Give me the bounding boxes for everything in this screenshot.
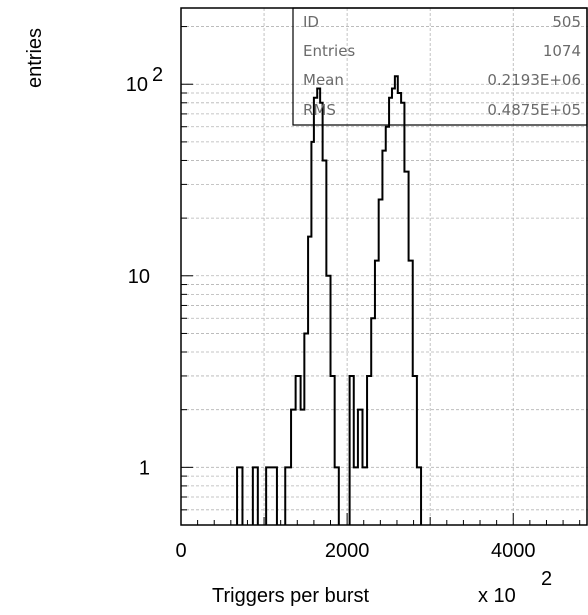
stats-entries-value: 1074: [543, 42, 581, 60]
stats-box-frame: [292, 7, 588, 126]
histogram-bins: [236, 75, 423, 525]
stats-rms-label: RMS: [303, 101, 336, 119]
y-tick-label: 1: [139, 457, 150, 479]
x-tick-label: 0: [175, 540, 186, 562]
x-tick-label: 2000: [325, 540, 370, 562]
x-axis-multiplier-exponent: 2: [541, 568, 552, 590]
stats-id-label: ID: [303, 13, 319, 31]
stats-id-value: 505: [552, 13, 581, 31]
stats-entries-label: Entries: [303, 42, 355, 60]
x-axis-multiplier: x 10: [478, 585, 516, 607]
x-axis-label: Triggers per burst: [212, 585, 370, 607]
grid-lines: [181, 8, 588, 525]
y-axis-label: entries: [24, 28, 46, 88]
stats-mean-label: Mean: [303, 71, 344, 89]
x-axis-ticks: 0 2000 4000: [175, 513, 581, 562]
statistics-box: ID 505 Entries 1074 Mean 0.2193E+06 RMS …: [292, 7, 588, 126]
x-tick-label: 4000: [491, 540, 536, 562]
histogram-outline: [236, 75, 423, 525]
y-tick-label-exponent: 2: [152, 64, 163, 86]
y-tick-label: 10: [128, 266, 150, 288]
stats-mean-value: 0.2193E+06: [487, 71, 581, 89]
stats-rms-value: 0.4875E+05: [487, 101, 581, 119]
y-tick-label: 10: [126, 74, 148, 96]
